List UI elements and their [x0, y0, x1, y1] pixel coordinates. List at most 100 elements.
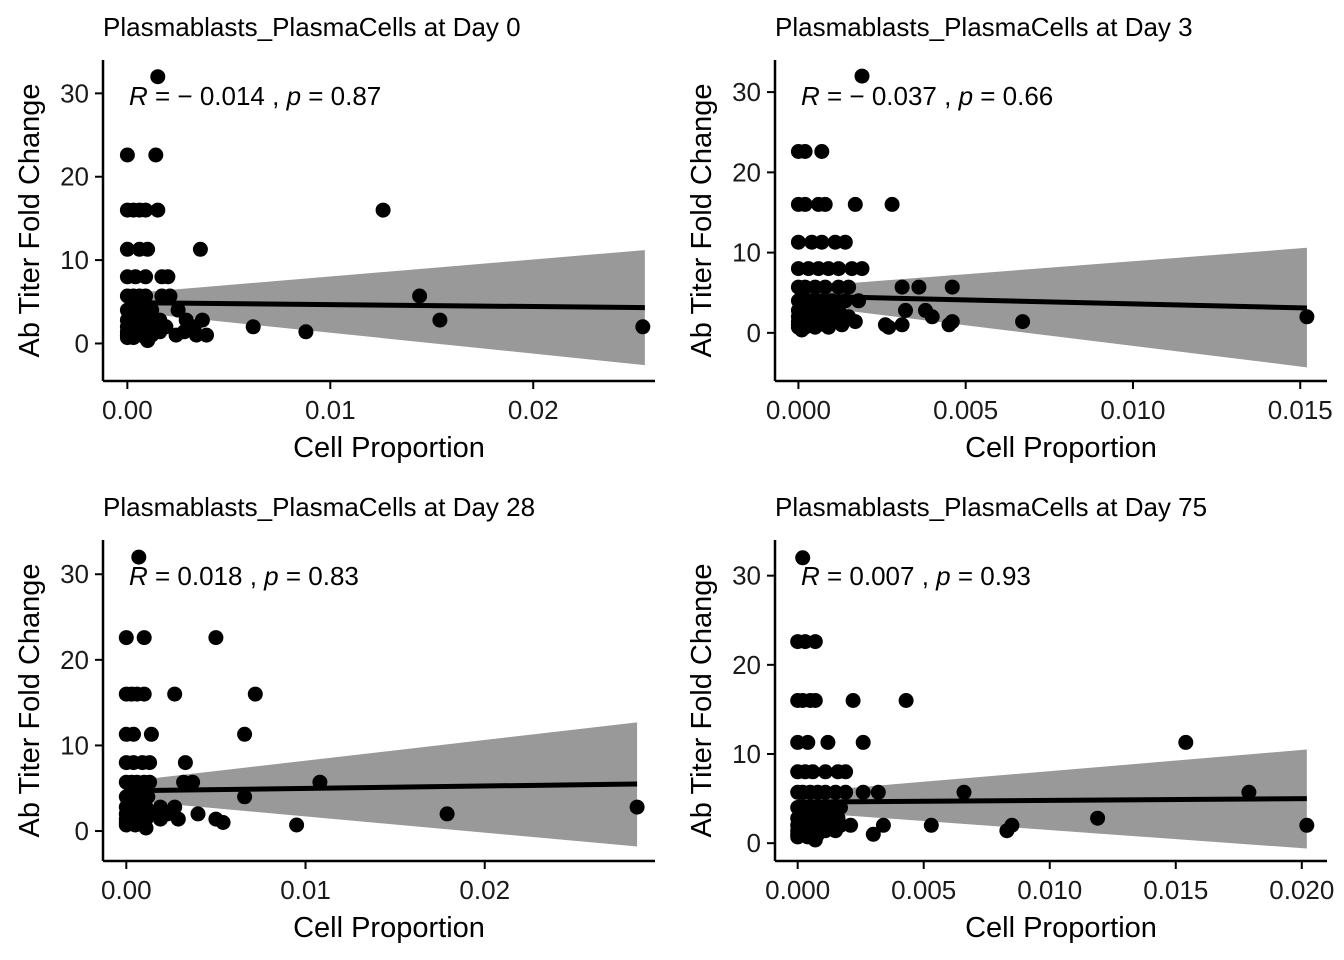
- x-tick-label: 0.020: [1269, 875, 1334, 905]
- data-point: [208, 630, 224, 646]
- data-point: [432, 312, 448, 328]
- data-point: [805, 764, 821, 780]
- data-point: [138, 269, 154, 285]
- x-tick-label: 0.01: [280, 875, 331, 905]
- data-point: [924, 309, 940, 325]
- stat-value: = 0.93: [951, 561, 1031, 591]
- x-tick-label: 0.02: [459, 875, 510, 905]
- regression-line: [797, 796, 1307, 805]
- data-point: [140, 333, 156, 349]
- data-point: [126, 726, 141, 742]
- data-point: [911, 279, 927, 295]
- y-tick-label: 0: [747, 318, 761, 348]
- data-point: [1299, 309, 1315, 325]
- data-point: [894, 317, 910, 333]
- data-point: [177, 755, 193, 771]
- y-tick-label: 30: [732, 561, 761, 591]
- x-tick-label: 0.010: [1017, 875, 1082, 905]
- data-point: [847, 314, 863, 330]
- y-axis-label: Ab Titer Fold Change: [686, 563, 718, 837]
- confidence-band: [126, 722, 638, 847]
- data-point: [870, 784, 886, 800]
- data-point: [119, 147, 135, 163]
- panel-title: Plasmablasts_PlasmaCells at Day 3: [775, 12, 1193, 42]
- correlation-annotation: R = 0.018 , p = 0.83: [129, 561, 359, 591]
- x-tick-label: 0.010: [1100, 395, 1165, 425]
- data-point: [118, 630, 134, 646]
- data-point: [817, 196, 833, 212]
- stat-value: = 0.87: [301, 81, 381, 111]
- x-axis-label: Cell Proportion: [293, 912, 485, 944]
- panel-title: Plasmablasts_PlasmaCells at Day 28: [103, 492, 535, 522]
- x-tick-label: 0.00: [101, 875, 152, 905]
- stat-value: = 0.83: [279, 561, 359, 591]
- y-axis-label: Ab Titer Fold Change: [686, 83, 718, 357]
- stat-value: = − 0.037 ,: [820, 81, 959, 111]
- data-point: [894, 279, 910, 295]
- data-point: [1241, 784, 1257, 800]
- y-tick-label: 30: [60, 78, 89, 108]
- data-point: [168, 327, 184, 343]
- data-point: [125, 330, 141, 346]
- data-point: [215, 815, 231, 830]
- data-point: [807, 319, 823, 335]
- panel-day-0: Plasmablasts_PlasmaCells at Day 0 0 10 20 3…: [14, 12, 655, 464]
- data-point: [289, 817, 305, 833]
- data-point: [140, 241, 156, 257]
- data-point: [247, 686, 263, 702]
- data-point: [150, 202, 166, 218]
- panel-day-28: Plasmablasts_PlasmaCells at Day 28 0 10 20…: [14, 492, 655, 944]
- data-point: [150, 69, 166, 85]
- data-point: [881, 319, 897, 335]
- stat-value: = 0.018 ,: [148, 561, 264, 591]
- data-point: [821, 319, 836, 335]
- stat-symbol: R: [129, 81, 148, 111]
- data-point: [190, 806, 206, 822]
- data-point: [898, 693, 914, 708]
- data-point: [138, 288, 154, 304]
- data-point: [814, 144, 830, 159]
- panel-title: Plasmablasts_PlasmaCells at Day 75: [775, 492, 1207, 522]
- confidence-band: [127, 250, 645, 366]
- y-tick-label: 0: [747, 828, 761, 858]
- data-point: [875, 817, 891, 833]
- data-point: [412, 288, 428, 304]
- data-point: [838, 764, 854, 780]
- stat-symbol: R: [801, 561, 820, 591]
- data-point: [629, 799, 645, 815]
- stat-value: = 0.66: [973, 81, 1053, 111]
- data-point: [635, 319, 651, 335]
- data-point: [828, 823, 843, 839]
- data-point: [375, 202, 391, 218]
- stat-symbol: R: [801, 81, 820, 111]
- x-tick-label: 0.00: [102, 395, 153, 425]
- stat-value: = 0.007 ,: [820, 561, 936, 591]
- data-point: [898, 302, 913, 318]
- regression-line: [127, 300, 645, 311]
- x-tick-label: 0.01: [305, 395, 356, 425]
- correlation-annotation: R = 0.007 , p = 0.93: [801, 561, 1031, 591]
- y-axis-label: Ab Titer Fold Change: [14, 563, 46, 837]
- data-point: [162, 288, 178, 304]
- data-point: [185, 774, 201, 790]
- data-point: [999, 823, 1015, 839]
- y-tick-label: 10: [732, 238, 761, 268]
- regression-line: [126, 781, 638, 794]
- data-point: [944, 279, 960, 295]
- x-tick-label: 0.000: [765, 875, 830, 905]
- y-tick-label: 10: [60, 245, 89, 275]
- data-point: [138, 820, 154, 836]
- data-point: [841, 279, 857, 295]
- panel-day-75: Plasmablasts_PlasmaCells at Day 75 0 10 20…: [686, 492, 1334, 944]
- stat-symbol: p: [958, 81, 973, 111]
- x-tick-label: 0.02: [508, 395, 559, 425]
- data-point: [941, 317, 957, 333]
- data-point: [138, 202, 154, 218]
- data-point: [923, 817, 939, 833]
- data-point: [1015, 314, 1031, 330]
- panel-day-3: Plasmablasts_PlasmaCells at Day 3 0 10 20 3…: [686, 12, 1333, 464]
- data-point: [814, 234, 830, 250]
- data-point: [838, 784, 854, 800]
- data-point: [797, 144, 813, 159]
